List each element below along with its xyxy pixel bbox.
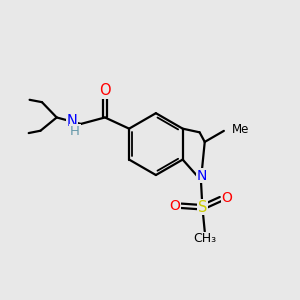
Text: H: H — [70, 125, 80, 138]
Text: Me: Me — [232, 123, 250, 136]
Text: S: S — [198, 200, 207, 215]
Text: O: O — [169, 199, 180, 213]
Text: N: N — [67, 114, 77, 129]
Text: CH₃: CH₃ — [193, 232, 216, 245]
Text: O: O — [99, 83, 111, 98]
Text: N: N — [197, 169, 207, 183]
Text: O: O — [222, 190, 232, 205]
